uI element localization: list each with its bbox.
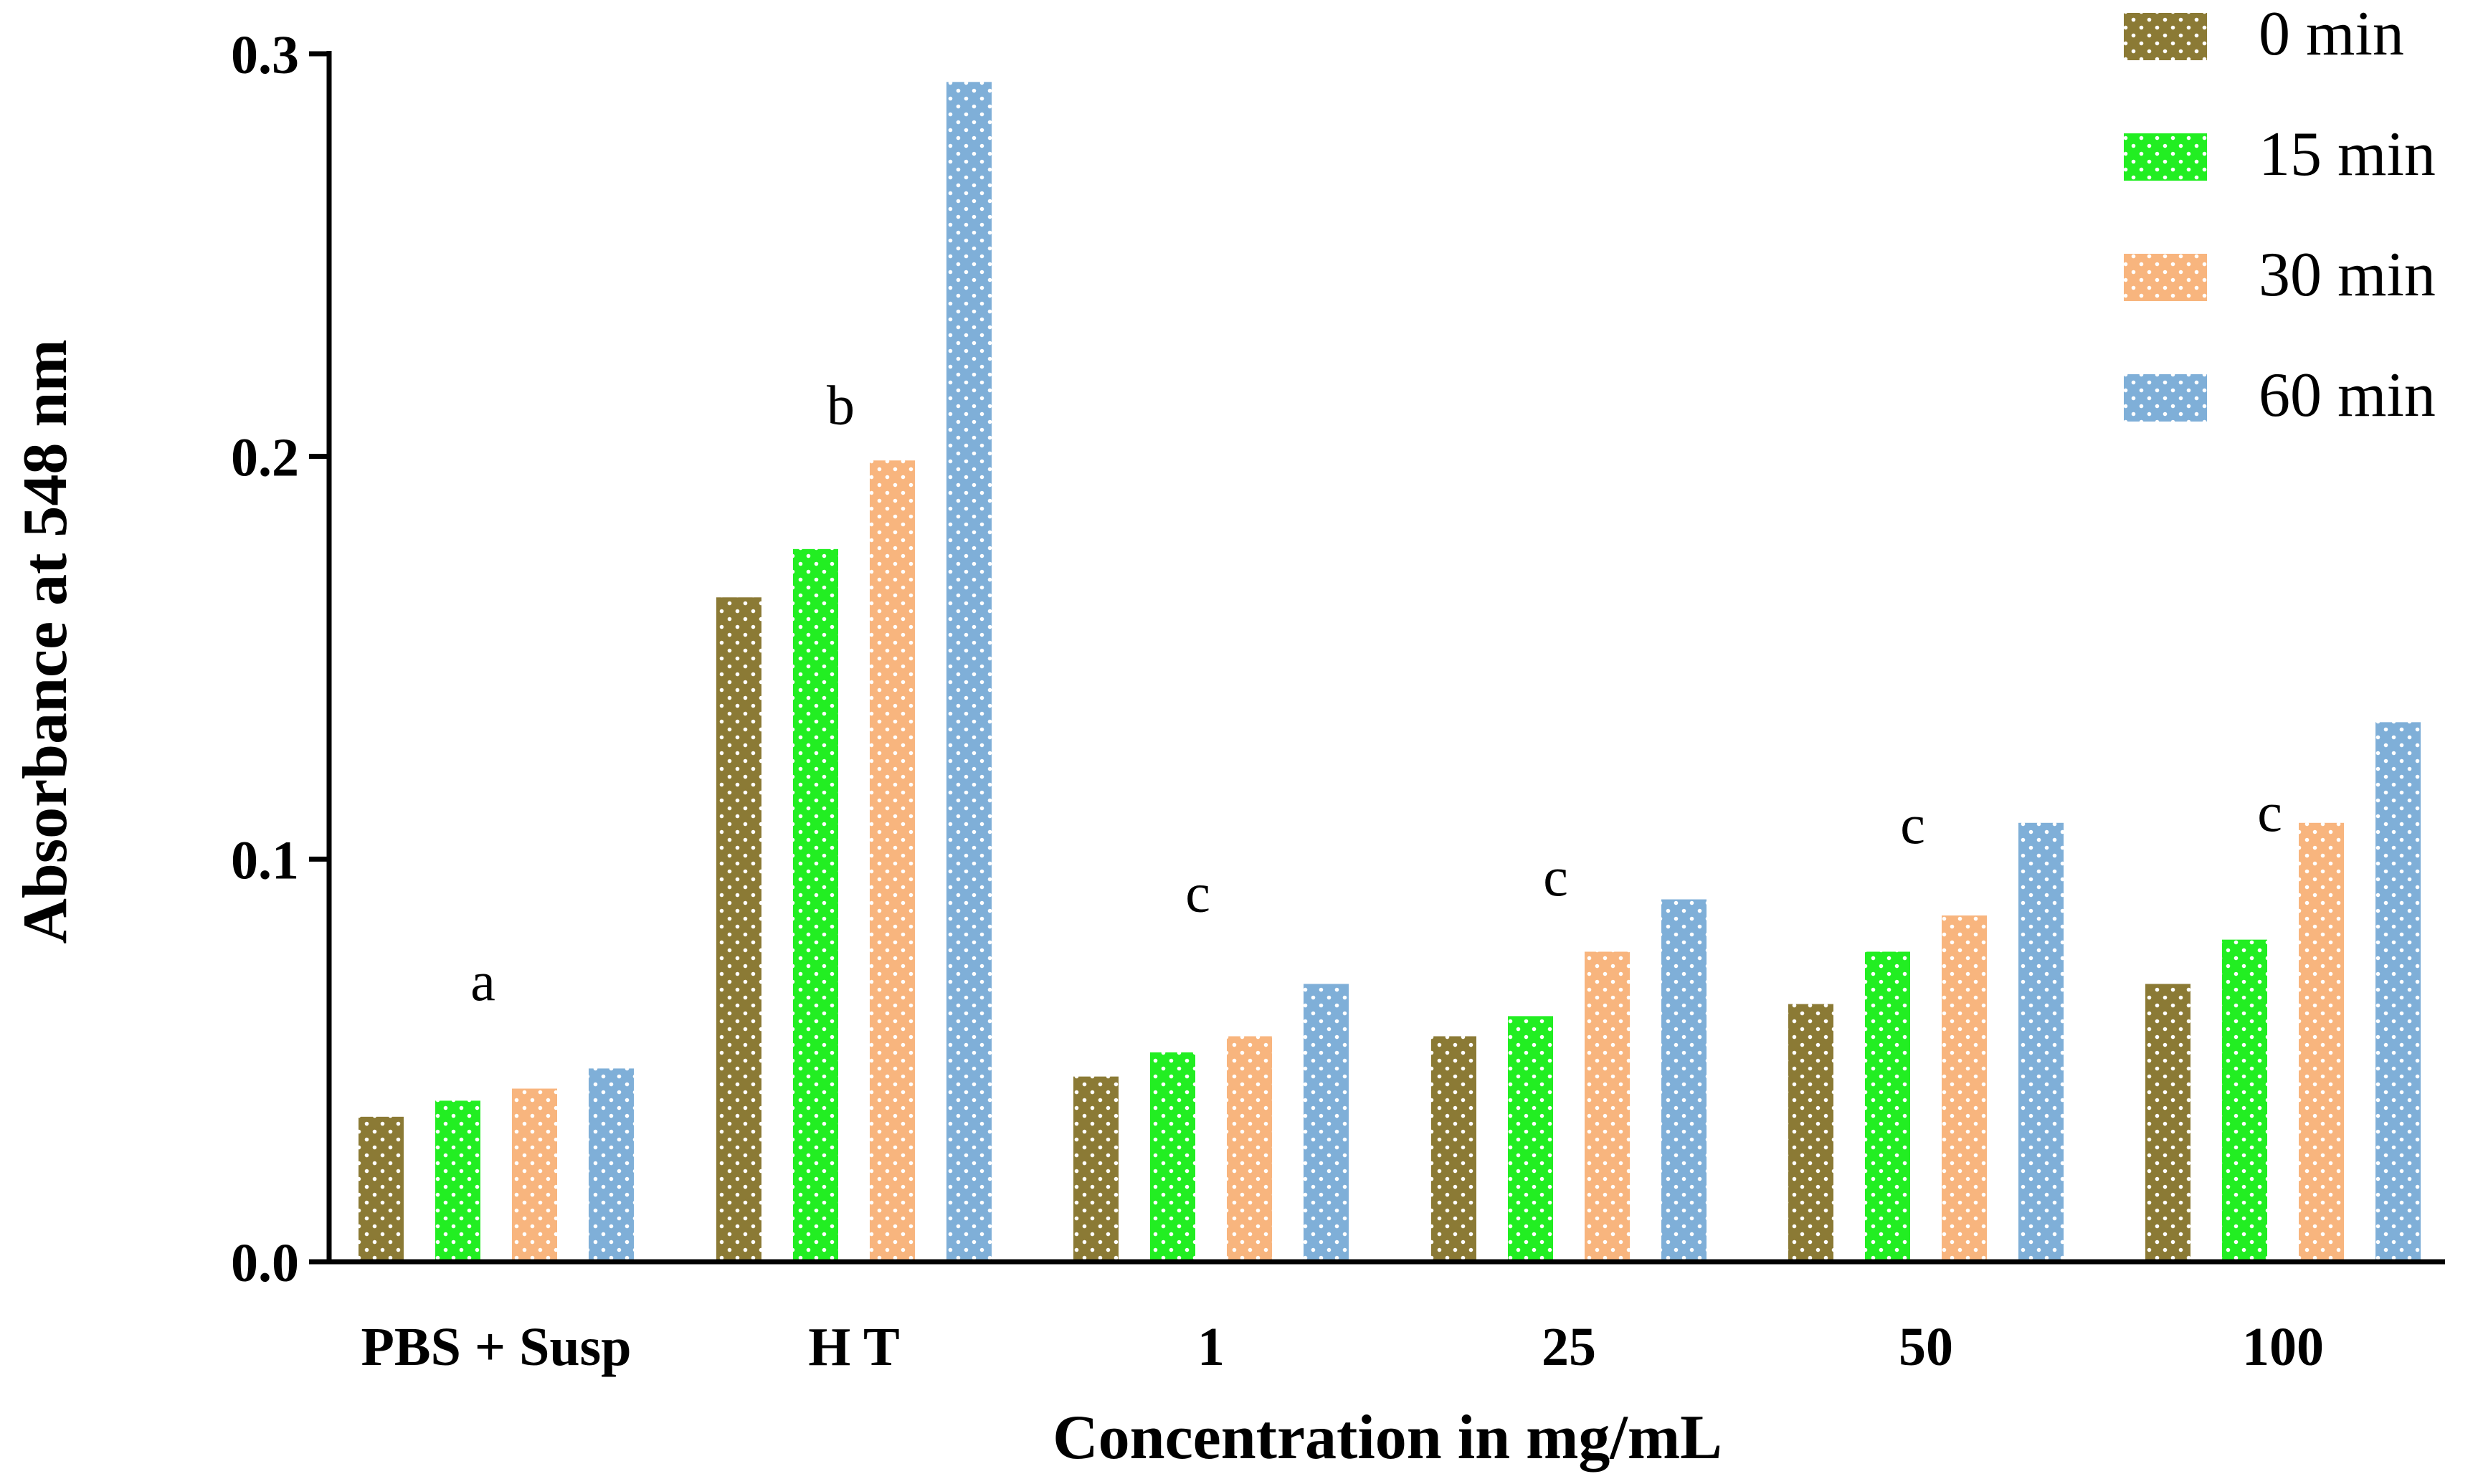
bar bbox=[435, 1100, 480, 1262]
legend-label: 30 min bbox=[2259, 240, 2436, 310]
y-axis-title: Absorbance at 548 nm bbox=[11, 339, 80, 943]
legend-item: 30 min bbox=[2124, 240, 2436, 310]
bar bbox=[1304, 984, 1349, 1262]
significance-letter: a bbox=[470, 950, 495, 1012]
bar-group bbox=[1073, 984, 1349, 1262]
bar bbox=[1661, 899, 1707, 1262]
bar bbox=[359, 1116, 404, 1262]
y-tick-label: 0.2 bbox=[231, 428, 299, 488]
bar-group bbox=[1431, 899, 1707, 1262]
x-tick-label: 100 bbox=[2242, 1317, 2324, 1377]
x-tick-label: H T bbox=[808, 1317, 899, 1377]
legend-swatch bbox=[2124, 374, 2207, 422]
x-tick-label: 25 bbox=[1542, 1317, 1596, 1377]
legend-item: 60 min bbox=[2124, 361, 2436, 430]
bar bbox=[2018, 822, 2064, 1262]
x-tick-label: PBS + Susp bbox=[361, 1317, 631, 1377]
legend-item: 0 min bbox=[2124, 0, 2404, 69]
bars-layer bbox=[359, 82, 2421, 1262]
bar bbox=[1227, 1036, 1272, 1262]
bar bbox=[870, 460, 915, 1262]
bar-group bbox=[359, 1068, 634, 1262]
y-tick-label: 0.1 bbox=[231, 830, 299, 890]
x-ticks: PBS + Susp H T 1 25 50 100 bbox=[361, 1317, 2324, 1377]
legend-label: 0 min bbox=[2259, 0, 2404, 69]
bar-group bbox=[1788, 822, 2064, 1262]
significance-letters: a b c c c c bbox=[470, 374, 2282, 1012]
bar bbox=[1431, 1036, 1476, 1262]
legend-swatch bbox=[2124, 133, 2207, 181]
significance-letter: c bbox=[1185, 861, 1210, 923]
bar bbox=[2375, 722, 2421, 1262]
legend-swatch bbox=[2124, 254, 2207, 301]
bar bbox=[793, 548, 838, 1262]
legend: 0 min 15 min 30 min 60 min bbox=[2124, 0, 2436, 430]
legend-label: 60 min bbox=[2259, 361, 2436, 430]
bar-group bbox=[2145, 722, 2421, 1262]
bar bbox=[589, 1068, 634, 1262]
bar bbox=[1865, 951, 1910, 1262]
significance-letter: b bbox=[827, 374, 855, 437]
y-tick-label: 0.0 bbox=[231, 1233, 299, 1293]
legend-label: 15 min bbox=[2259, 120, 2436, 189]
significance-letter: c bbox=[1543, 845, 1568, 908]
significance-letter: c bbox=[2257, 781, 2282, 843]
bar-group bbox=[716, 82, 992, 1262]
significance-letter: c bbox=[1900, 793, 1925, 855]
bar bbox=[1073, 1076, 1119, 1262]
legend-swatch bbox=[2124, 13, 2207, 60]
y-tick-label: 0.3 bbox=[231, 25, 299, 85]
bar bbox=[2222, 939, 2267, 1262]
bar bbox=[1942, 915, 1987, 1262]
bar bbox=[946, 82, 992, 1262]
bar bbox=[2145, 984, 2190, 1262]
bar bbox=[716, 597, 761, 1262]
bar bbox=[2299, 822, 2344, 1262]
bar bbox=[1150, 1052, 1195, 1262]
x-tick-label: 50 bbox=[1899, 1317, 1953, 1377]
y-ticks: 0.0 0.1 0.2 0.3 bbox=[231, 25, 329, 1293]
x-axis-title: Concentration in mg/mL bbox=[1053, 1403, 1722, 1473]
bar bbox=[1788, 1004, 1833, 1262]
legend-item: 15 min bbox=[2124, 120, 2436, 189]
bar bbox=[1508, 1016, 1553, 1262]
x-tick-label: 1 bbox=[1197, 1317, 1225, 1377]
bar bbox=[1585, 951, 1630, 1262]
bar bbox=[512, 1088, 557, 1262]
axes-layer bbox=[326, 51, 2445, 1265]
